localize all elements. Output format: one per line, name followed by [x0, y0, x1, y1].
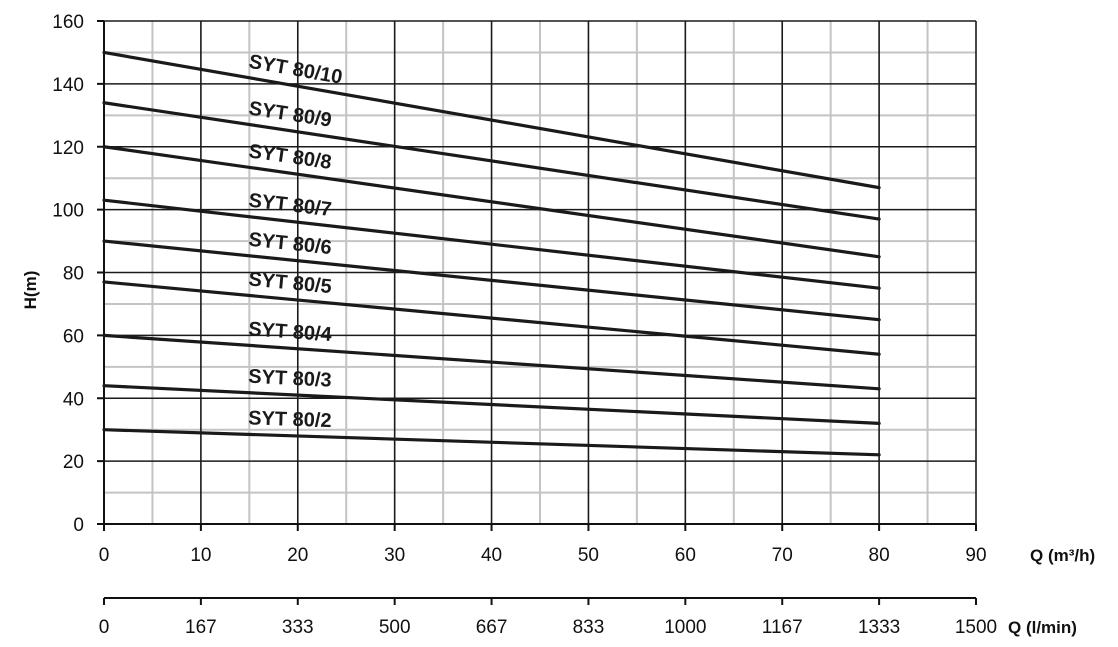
x-tick-label: 10 [190, 545, 211, 566]
x2-tick-label: 1167 [762, 617, 803, 638]
x-axis-title: Q (m³/h) [1030, 546, 1095, 565]
y-tick-label: 80 [63, 264, 84, 285]
x2-tick-label: 167 [185, 617, 217, 638]
y-tick-label: 140 [52, 75, 84, 96]
series-label: SYT 80/7 [247, 190, 332, 221]
series-lines [102, 50, 881, 457]
series-label: SYT 80/10 [247, 51, 344, 89]
series-label: SYT 80/3 [248, 366, 332, 392]
series-line [102, 50, 881, 190]
y-tick-label: 160 [52, 12, 84, 33]
axes [97, 20, 977, 605]
series-line [102, 101, 881, 221]
x2-tick-label: 1000 [664, 617, 706, 638]
x2-tick-label: 667 [476, 617, 508, 638]
y-tick-label: 100 [52, 201, 84, 222]
series-line [102, 428, 881, 457]
x-tick-label: 80 [869, 545, 890, 566]
series-line [102, 198, 881, 290]
x-tick-label: 30 [384, 545, 405, 566]
x2-tick-label: 333 [282, 617, 314, 638]
series-label: SYT 80/2 [248, 407, 332, 432]
y-tick-label: 40 [63, 389, 84, 410]
x-tick-label: 0 [99, 545, 110, 566]
x-tick-label: 50 [578, 545, 599, 566]
y-tick-label: 60 [63, 326, 84, 347]
y-axis-title: H(m) [21, 271, 40, 310]
x2-tick-label: 1500 [955, 617, 997, 638]
tick-labels: 0204060801001201401600010167203333050040… [52, 12, 997, 638]
y-tick-label: 0 [73, 515, 84, 536]
x2-tick-label: 1333 [858, 617, 900, 638]
x-tick-label: 20 [287, 545, 308, 566]
series-line [102, 239, 881, 322]
series-line [102, 280, 881, 356]
x-tick-label: 60 [675, 545, 696, 566]
x2-tick-label: 500 [379, 617, 411, 638]
x-tick-label: 90 [965, 545, 986, 566]
y-tick-label: 20 [63, 452, 84, 473]
y-tick-label: 120 [52, 138, 84, 159]
series-line [102, 333, 881, 391]
series-line [102, 145, 881, 259]
x2-axis-title: Q (l/min) [1008, 618, 1077, 637]
x-tick-label: 70 [772, 545, 793, 566]
series-label: SYT 80/4 [248, 318, 334, 346]
x2-tick-label: 833 [573, 617, 605, 638]
series-label: SYT 80/6 [247, 229, 332, 259]
x2-tick-label: 0 [99, 617, 110, 638]
series-line [102, 384, 881, 425]
x-tick-label: 40 [481, 545, 502, 566]
